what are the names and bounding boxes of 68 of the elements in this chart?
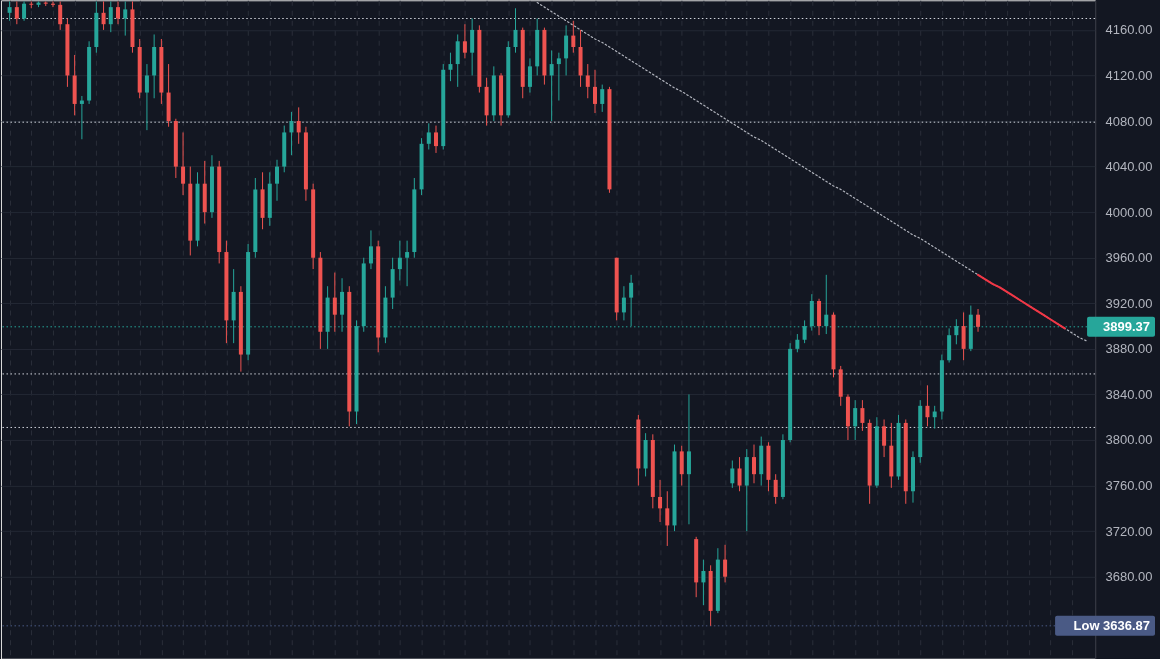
candlestick (571, 20, 576, 54)
candlestick (397, 240, 402, 282)
candlestick (564, 24, 569, 76)
y-tick-label: 4120.00 (1105, 67, 1153, 83)
candlestick (961, 311, 966, 361)
candlestick (123, 0, 128, 37)
candlestick (14, 0, 19, 25)
y-tick-label: 4080.00 (1105, 113, 1153, 129)
candlestick (470, 18, 475, 76)
candlestick (462, 23, 467, 59)
candlestick (368, 229, 373, 270)
candlestick (882, 418, 887, 458)
candlestick (723, 544, 728, 583)
candlestick (108, 0, 113, 33)
candlestick (22, 0, 27, 22)
y-tick-label: 4160.00 (1105, 22, 1153, 38)
candlestick (860, 399, 865, 432)
candlestick (448, 52, 453, 82)
y-tick-label: 3880.00 (1105, 341, 1153, 357)
y-tick-label: 3720.00 (1105, 523, 1153, 539)
y-tick-label: 3960.00 (1105, 250, 1153, 266)
candlestick (600, 84, 605, 113)
candlestick (773, 473, 778, 505)
candlestick (434, 125, 439, 154)
candlestick (426, 122, 431, 151)
candlestick (665, 490, 670, 547)
candlestick (585, 63, 590, 99)
candlestick (853, 399, 858, 441)
y-tick-label: 4040.00 (1105, 159, 1153, 175)
candlestick (824, 274, 829, 335)
candlestick (455, 33, 460, 88)
line-series (977, 273, 1066, 330)
candlestick (527, 57, 532, 94)
candlestick (289, 111, 294, 156)
candlestick (737, 456, 742, 492)
candlestick (340, 277, 345, 333)
candlestick (925, 384, 930, 427)
candlestick (730, 460, 735, 489)
candlestick (686, 393, 691, 525)
candlestick (181, 131, 186, 196)
candlestick (58, 0, 63, 31)
candlestick (752, 444, 756, 484)
candlestick (332, 272, 337, 333)
candlestick (549, 49, 554, 122)
candlestick (275, 159, 280, 202)
candlestick (795, 333, 800, 353)
y-tick-label: 3680.00 (1105, 569, 1153, 585)
ref-line-label: Low 3636.87 (1073, 617, 1151, 633)
y-tick-label: 3840.00 (1105, 386, 1153, 402)
candlestick (556, 52, 561, 102)
y-tick-label: 3920.00 (1105, 295, 1153, 311)
y-tick-label: 3800.00 (1105, 432, 1153, 448)
ref-line-label: 3899.37 (1103, 318, 1151, 334)
candlestick (621, 285, 626, 321)
candlestick (658, 479, 663, 523)
candlestick (593, 69, 597, 114)
candlestick (405, 240, 410, 287)
candlestick (7, 0, 12, 22)
candlestick (701, 559, 706, 606)
y-tick-label: 3760.00 (1105, 478, 1153, 494)
candlestick (513, 7, 518, 54)
candlestick (296, 106, 301, 145)
candlestick (116, 0, 121, 25)
y-tick-label: 4000.00 (1105, 204, 1153, 220)
candlestick (144, 63, 149, 131)
candlestick (101, 0, 106, 31)
candlestick (976, 308, 981, 333)
candlestick (679, 445, 684, 487)
